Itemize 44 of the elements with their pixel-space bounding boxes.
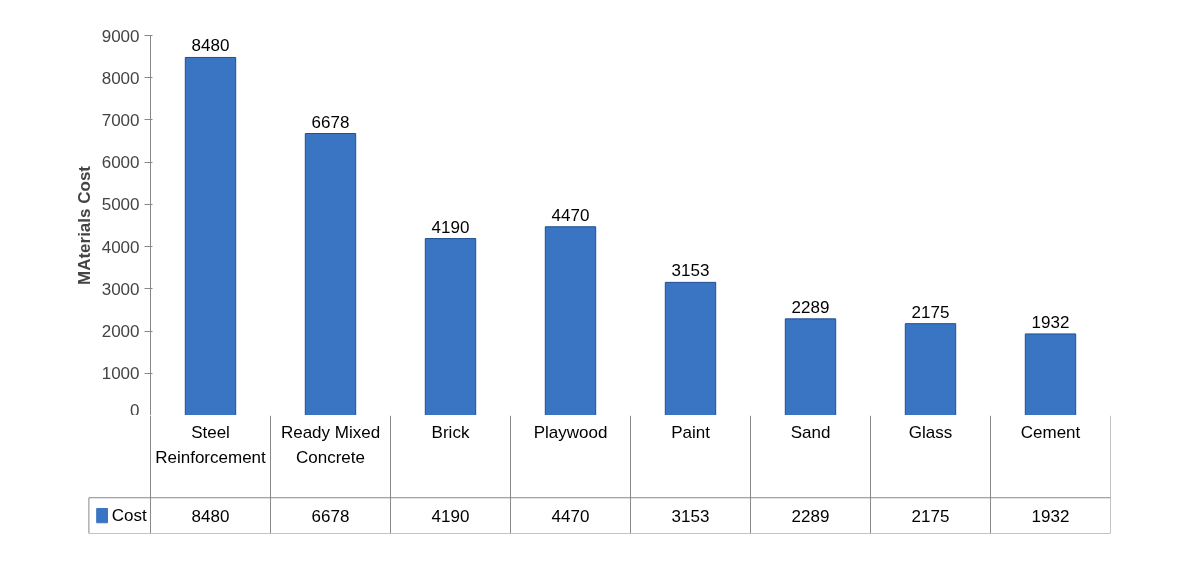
bar (1024, 333, 1077, 415)
x-tick-label: Glass (908, 422, 953, 442)
data-label: 1932 (1031, 506, 1070, 526)
bar (184, 56, 237, 415)
bar (784, 318, 837, 415)
bar (544, 226, 597, 415)
y-tick-label: 1000 (101, 364, 140, 384)
x-tick-label: Cement (1020, 422, 1081, 442)
x-tick-label: Sand (790, 422, 831, 442)
y-tick-label: 7000 (101, 110, 140, 130)
y-tick-label: 2000 (101, 322, 140, 342)
y-axis-title: MAterials Cost (74, 165, 94, 286)
y-tick-label: 3000 (101, 279, 140, 299)
text: 6678 (311, 112, 350, 132)
data-label: 8480 (191, 506, 230, 526)
y-tick-label: 0 (130, 400, 140, 420)
x-tick-label: Steel Reinforcement (155, 422, 267, 468)
data-label: 3153 (671, 506, 710, 526)
legend-label: Cost (111, 506, 147, 526)
data-label: 2289 (791, 506, 830, 526)
y-tick-label: 5000 (101, 195, 140, 215)
x-tick-label: Playwood (533, 422, 608, 442)
y-tick-label: 6000 (101, 153, 140, 173)
data-label: 4190 (431, 506, 470, 526)
bar (424, 238, 477, 415)
bar (304, 133, 357, 415)
x-tick-label: Brick (431, 422, 470, 442)
y-tick-label: 4000 (101, 237, 140, 257)
text: 8480 (191, 36, 230, 56)
text: 3153 (671, 261, 710, 281)
data-label: 2175 (911, 506, 950, 526)
data-label: 4470 (551, 506, 590, 526)
text: 4190 (431, 217, 470, 237)
text: 2175 (911, 302, 950, 322)
y-tick-label: 8000 (101, 68, 140, 88)
x-tick-label: Ready Mixed Concrete (280, 422, 381, 468)
y-tick-label: 9000 (101, 26, 140, 46)
x-tick-label: Paint (671, 422, 711, 442)
text: 4470 (551, 205, 590, 225)
bar (904, 323, 957, 415)
text: 2289 (791, 297, 830, 317)
text: 1932 (1031, 312, 1070, 332)
bar (664, 281, 717, 415)
data-label: 6678 (311, 506, 350, 526)
